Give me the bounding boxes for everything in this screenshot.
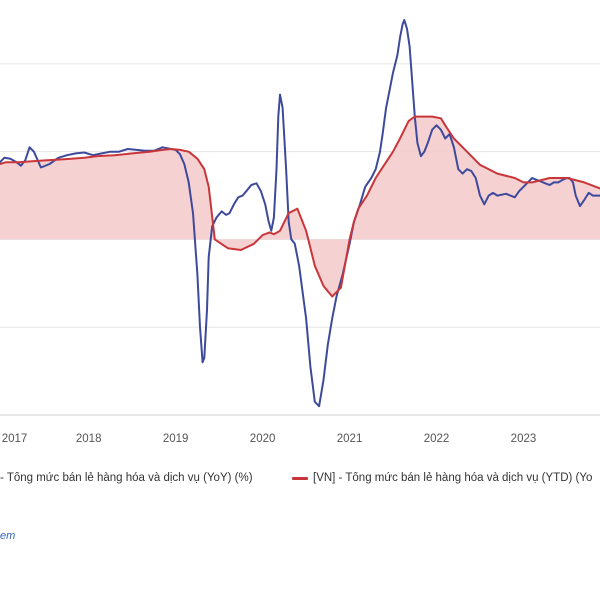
x-tick-label-2020: 2020 <box>250 433 276 445</box>
legend-label-ytd: [VN] - Tổng mức bán lẻ hàng hóa và dịch … <box>313 472 593 484</box>
yoy-line-series <box>0 19 600 408</box>
ytd-area-series <box>0 116 600 297</box>
x-axis: 2017 2018 2019 2020 2021 2022 2023 <box>0 414 600 445</box>
x-tick-label-2023: 2023 <box>511 433 537 445</box>
yoy-line[interactable] <box>0 19 600 408</box>
ytd-area-fill <box>0 116 600 297</box>
x-tick-label-2022: 2022 <box>424 433 450 445</box>
x-tick-label-2017: 2017 <box>2 433 28 445</box>
gridlines <box>0 63 600 328</box>
legend: - Tổng mức bán lẻ hàng hóa và dịch vụ (Y… <box>0 472 600 490</box>
x-tick-label-2019: 2019 <box>163 433 189 445</box>
x-tick-label-2021: 2021 <box>337 433 363 445</box>
source-link[interactable]: em <box>0 530 16 542</box>
legend-swatch-ytd <box>292 476 308 480</box>
legend-item-yoy[interactable]: - Tổng mức bán lẻ hàng hóa và dịch vụ (Y… <box>0 472 253 484</box>
x-tick-label-2018: 2018 <box>76 433 102 445</box>
legend-label-yoy: - Tổng mức bán lẻ hàng hóa và dịch vụ (Y… <box>0 472 253 484</box>
ytd-line[interactable] <box>0 115 600 298</box>
legend-item-ytd[interactable]: [VN] - Tổng mức bán lẻ hàng hóa và dịch … <box>292 472 592 484</box>
